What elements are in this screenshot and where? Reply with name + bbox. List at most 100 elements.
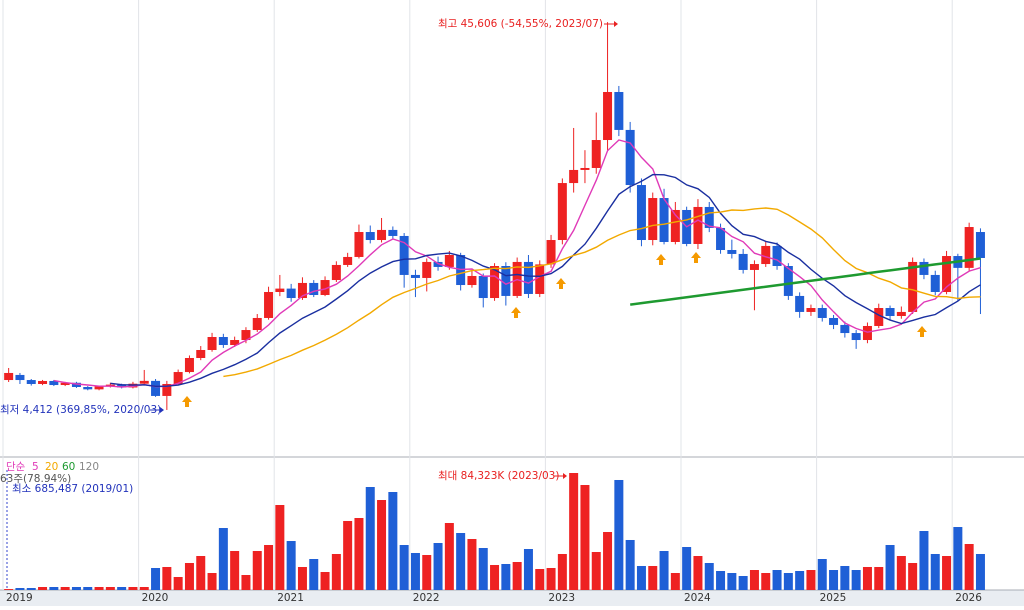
volume-bar (908, 562, 918, 590)
volume-bar (49, 587, 59, 590)
candle-body (343, 256, 353, 265)
volume-bar (320, 572, 330, 590)
candle-body (297, 282, 307, 299)
volume-bar (433, 543, 443, 590)
volume-bar (354, 518, 364, 590)
candle-body (151, 380, 161, 396)
candle-body (569, 169, 579, 184)
volume-bar (795, 571, 805, 590)
x-tick-label: 2025 (820, 592, 847, 604)
signal-arrow (691, 252, 701, 263)
candle-body (117, 384, 127, 388)
candle-body (433, 261, 443, 267)
candle-body (636, 185, 646, 241)
candle-body (388, 229, 398, 236)
legend-item: 5 (32, 461, 39, 473)
volume-bar (817, 559, 827, 590)
volume-bar (207, 573, 217, 590)
candle-body (139, 380, 149, 384)
legend-title: 단순 (6, 461, 26, 473)
volume-bar (885, 545, 895, 590)
volume-bar (15, 588, 25, 590)
volume-bar (184, 562, 194, 590)
volume-bar (851, 570, 861, 590)
volume-bar (196, 556, 206, 590)
annotation: 최소 685,487 (2019/01) (12, 483, 133, 495)
candle-body (704, 206, 714, 228)
candle-body (309, 282, 319, 296)
candle-body (727, 249, 737, 254)
volume-bar (365, 487, 375, 590)
volume-bar (444, 522, 454, 590)
volume-bars (4, 473, 985, 590)
candle-body (399, 235, 409, 275)
candle-body (625, 129, 635, 186)
volume-bar (580, 485, 590, 590)
candles (4, 22, 985, 410)
candle-body (422, 261, 432, 278)
signal-arrow (656, 254, 666, 265)
volume-bar (377, 500, 387, 590)
grid: 2019 2020 2021 2022 2023 2024 2025 2026 (2, 0, 982, 604)
candle-body (252, 317, 262, 331)
volume-bar (975, 553, 985, 590)
candle-body (716, 227, 726, 250)
candle-body (60, 382, 70, 386)
candle-body (162, 383, 172, 396)
volume-bar (625, 539, 635, 590)
candle-body (523, 261, 533, 294)
volume-bar (806, 570, 816, 590)
legend-item: 20 (45, 461, 58, 473)
candle-body (817, 307, 827, 318)
candle-body (230, 340, 240, 346)
volume-bar (399, 545, 409, 590)
volume-bar (501, 563, 511, 590)
volume-bar (953, 527, 963, 590)
legend-item: 60 (62, 461, 75, 473)
volume-bar (230, 550, 240, 590)
volume-bar (919, 531, 929, 590)
signal-arrow (556, 278, 566, 289)
x-tick-label: 2026 (955, 592, 982, 604)
candle-body (184, 357, 194, 373)
volume-bar (546, 567, 556, 590)
candle-body (659, 198, 669, 242)
arrow-head (614, 21, 618, 27)
volume-bar (591, 551, 601, 590)
volume-bar (716, 571, 726, 590)
annotation: 최대 84,323K (2023/03) (438, 470, 559, 482)
volume-bar (60, 587, 70, 590)
candle-body (275, 288, 285, 292)
candle-body (286, 288, 296, 299)
candle-body (4, 372, 14, 381)
signal-arrow (182, 396, 192, 407)
volume-bar (26, 588, 36, 590)
volume-bar (659, 550, 669, 590)
volume-bar (783, 573, 793, 590)
candle-body (840, 324, 850, 334)
candle-body (885, 307, 895, 317)
candle-body (930, 274, 940, 292)
volume-bar (896, 556, 906, 590)
candle-body (196, 349, 206, 358)
candle-body (264, 291, 274, 318)
candle-body (919, 261, 929, 275)
x-tick-label: 2019 (6, 592, 33, 604)
candle-body (410, 274, 420, 278)
volume-bar (286, 541, 296, 590)
volume-bar (682, 547, 692, 590)
candle-body (829, 317, 839, 325)
candle-body (218, 337, 228, 346)
volume-bar (162, 566, 172, 590)
annotation: 최저 4,412 (369,85%, 2020/03) (0, 404, 161, 416)
candle-body (693, 206, 703, 244)
candle-body (320, 280, 330, 296)
x-tick-label: 2023 (548, 592, 575, 604)
candle-body (896, 311, 906, 317)
ma-line (223, 207, 981, 378)
candle-body (365, 232, 375, 241)
candle-body (49, 380, 59, 386)
volume-bar (297, 566, 307, 590)
candle-body (557, 183, 567, 241)
